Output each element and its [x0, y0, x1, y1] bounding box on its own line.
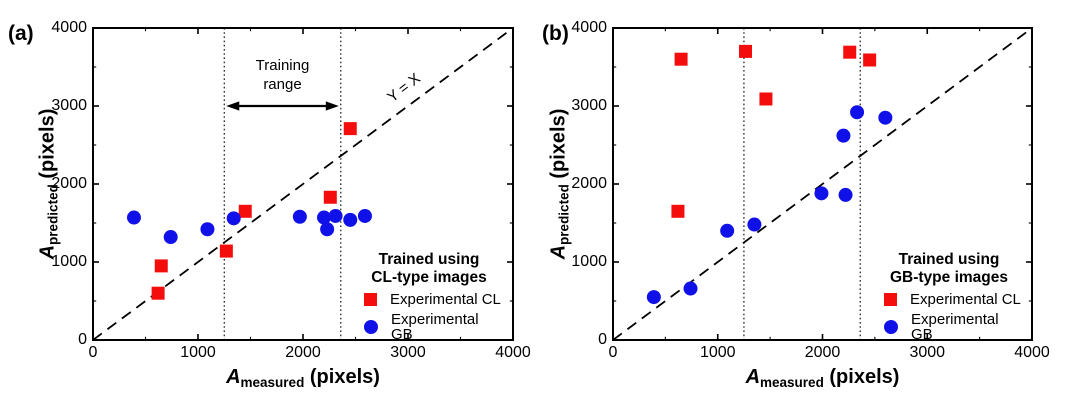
gb-data-point — [878, 110, 893, 125]
y-axis-subscript-b: predicted — [556, 184, 572, 245]
cl-data-point — [671, 204, 685, 218]
legend-a-title-line2: CL-type images — [371, 269, 487, 286]
legend-a-item-cl: Experimental CL — [356, 292, 502, 307]
x-tick-label: 3000 — [909, 344, 946, 361]
legend-b-item-cl: Experimental CL — [876, 292, 1022, 307]
gb-data-point — [836, 128, 851, 143]
training-range-annotation-line1: Training — [255, 57, 310, 74]
gb-data-point — [646, 290, 661, 305]
cl-data-point — [219, 244, 233, 258]
legend-b-title-line2: GB-type images — [889, 269, 1008, 286]
y-axis-symbol-b: A — [547, 244, 570, 260]
legend-b-item-gb: Experimental GB — [876, 312, 1022, 342]
x-tick-label: 1000 — [699, 344, 736, 361]
gb-data-point — [317, 210, 331, 225]
gb-data-point — [328, 208, 343, 223]
y-tick-label: 3000 — [571, 97, 607, 114]
y-tick-label: 4000 — [571, 19, 607, 36]
x-axis-symbol-b: A — [745, 366, 761, 388]
gb-data-point — [126, 210, 141, 225]
legend-a: Trained using CL-type images Experimenta… — [356, 251, 502, 342]
gb-data-point — [720, 223, 735, 238]
cl-data-point — [863, 53, 877, 67]
cl-data-point — [739, 44, 753, 58]
x-axis-title-a: Ameasured (pixels) — [93, 366, 513, 389]
x-tick-label: 4000 — [495, 344, 531, 361]
x-axis-symbol-a: A — [226, 366, 241, 388]
x-axis-units-b: (pixels) — [823, 366, 900, 388]
legend-b: Trained using GB-type images Experimenta… — [876, 251, 1022, 342]
gb-data-point — [683, 281, 698, 296]
y-tick-label: 1000 — [51, 253, 87, 270]
x-tick-label: 2000 — [285, 344, 321, 361]
gb-circle-marker-icon — [884, 320, 898, 334]
x-axis-subscript-a: measured — [240, 375, 305, 390]
y-axis-units-a: (pixels) — [36, 108, 59, 185]
y-axis-title-a: Apredicted (pixels) — [36, 108, 61, 260]
y-axis-units-b: (pixels) — [547, 108, 570, 185]
x-tick-label: 1000 — [180, 344, 216, 361]
y-tick-label: 1000 — [571, 253, 607, 270]
y-tick-label: 2000 — [51, 175, 87, 192]
x-tick-label: 4000 — [1014, 344, 1050, 361]
y-tick-label: 0 — [78, 331, 87, 348]
arrow-right-head-icon — [325, 101, 339, 111]
legend-b-item-cl-label: Experimental CL — [910, 291, 1021, 308]
x-axis-subscript-b: measured — [760, 375, 824, 390]
gb-data-point — [226, 211, 241, 226]
panel-b — [612, 27, 1033, 341]
arrow-left-head-icon — [226, 101, 240, 111]
cl-square-marker-icon — [364, 293, 377, 306]
gb-data-point — [838, 187, 853, 202]
x-axis-title-b: Ameasured (pixels) — [613, 366, 1032, 389]
panel-a — [92, 27, 514, 341]
training-range-annotation-line2: range — [263, 76, 302, 93]
x-tick-label: 2000 — [804, 344, 841, 361]
y-tick-label: 3000 — [51, 97, 87, 114]
y-axis-title-b: Apredicted (pixels) — [547, 108, 572, 260]
x-tick-label: 3000 — [390, 344, 426, 361]
panel-label-a: (a) — [8, 22, 34, 45]
gb-data-point — [163, 230, 178, 245]
y-tick-label: 0 — [598, 331, 607, 348]
legend-a-item-gb-label: Experimental GB — [391, 311, 479, 343]
y-tick-label: 2000 — [571, 175, 607, 192]
identity-line — [92, 27, 514, 341]
cl-square-marker-icon — [884, 293, 897, 306]
gb-data-point — [850, 105, 865, 120]
cl-data-point — [151, 286, 165, 300]
legend-a-title-line1: Trained using — [378, 251, 480, 268]
y-axis-subscript-a: predicted — [45, 184, 61, 245]
gb-data-point — [814, 186, 829, 201]
cl-data-point — [238, 204, 252, 218]
panel-label-b: (b) — [542, 22, 569, 45]
training-range-annotation: Training range — [223, 56, 342, 94]
y-axis-symbol-a: A — [36, 244, 59, 260]
y-tick-label: 4000 — [51, 19, 87, 36]
gb-data-point — [343, 212, 358, 227]
x-tick-label: 0 — [608, 344, 618, 361]
cl-data-point — [843, 45, 857, 59]
gb-data-point — [292, 209, 307, 224]
cl-data-point — [674, 52, 688, 66]
x-tick-label: 0 — [88, 344, 98, 361]
gb-data-point — [320, 222, 335, 237]
gb-data-point — [747, 217, 762, 232]
gb-data-point — [357, 208, 372, 223]
cl-data-point — [759, 92, 773, 106]
gb-circle-marker-icon — [364, 320, 378, 334]
legend-a-item-cl-label: Experimental CL — [390, 291, 501, 308]
cl-data-point — [323, 190, 337, 204]
legend-a-item-gb: Experimental GB — [356, 312, 502, 342]
identity-line — [612, 27, 1033, 341]
cl-data-point — [154, 259, 168, 273]
cl-data-point — [343, 122, 357, 136]
legend-b-item-gb-label: Experimental GB — [911, 311, 999, 343]
legend-b-title-line1: Trained using — [898, 251, 1000, 268]
x-axis-units-a: (pixels) — [304, 366, 380, 388]
gb-data-point — [200, 222, 215, 237]
